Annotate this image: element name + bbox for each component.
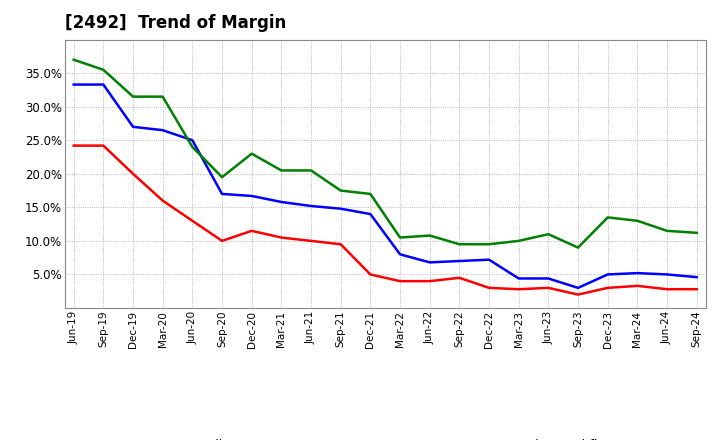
Ordinary Income	[188, 138, 197, 143]
Operating Cashflow	[99, 67, 108, 73]
Operating Cashflow	[158, 94, 167, 99]
Operating Cashflow	[188, 144, 197, 150]
Operating Cashflow	[514, 238, 523, 244]
Operating Cashflow	[366, 191, 374, 197]
Net Income	[603, 285, 612, 290]
Operating Cashflow	[544, 231, 553, 237]
Net Income	[426, 279, 434, 284]
Net Income	[217, 238, 226, 244]
Legend: Ordinary Income, Net Income, Operating Cashflow: Ordinary Income, Net Income, Operating C…	[150, 434, 621, 440]
Net Income	[633, 283, 642, 289]
Ordinary Income	[544, 276, 553, 281]
Operating Cashflow	[277, 168, 286, 173]
Ordinary Income	[426, 260, 434, 265]
Operating Cashflow	[455, 242, 464, 247]
Ordinary Income	[277, 199, 286, 205]
Ordinary Income	[574, 285, 582, 290]
Operating Cashflow	[396, 235, 405, 240]
Net Income	[248, 228, 256, 234]
Net Income	[485, 285, 493, 290]
Net Income	[277, 235, 286, 240]
Ordinary Income	[633, 271, 642, 276]
Ordinary Income	[307, 203, 315, 209]
Operating Cashflow	[574, 245, 582, 250]
Ordinary Income	[455, 258, 464, 264]
Operating Cashflow	[426, 233, 434, 238]
Net Income	[336, 242, 345, 247]
Ordinary Income	[485, 257, 493, 262]
Line: Operating Cashflow: Operating Cashflow	[73, 60, 697, 248]
Net Income	[693, 286, 701, 292]
Net Income	[158, 198, 167, 203]
Net Income	[69, 143, 78, 148]
Ordinary Income	[217, 191, 226, 197]
Ordinary Income	[129, 124, 138, 129]
Net Income	[307, 238, 315, 244]
Line: Net Income: Net Income	[73, 146, 697, 295]
Operating Cashflow	[693, 230, 701, 235]
Operating Cashflow	[217, 175, 226, 180]
Net Income	[129, 171, 138, 176]
Ordinary Income	[603, 272, 612, 277]
Ordinary Income	[396, 252, 405, 257]
Net Income	[514, 286, 523, 292]
Net Income	[366, 272, 374, 277]
Operating Cashflow	[662, 228, 671, 234]
Ordinary Income	[248, 193, 256, 198]
Net Income	[99, 143, 108, 148]
Ordinary Income	[158, 128, 167, 133]
Operating Cashflow	[69, 57, 78, 62]
Ordinary Income	[336, 206, 345, 211]
Ordinary Income	[693, 275, 701, 280]
Net Income	[662, 286, 671, 292]
Operating Cashflow	[603, 215, 612, 220]
Ordinary Income	[99, 82, 108, 87]
Ordinary Income	[366, 211, 374, 216]
Text: [2492]  Trend of Margin: [2492] Trend of Margin	[65, 15, 286, 33]
Line: Ordinary Income: Ordinary Income	[73, 84, 697, 288]
Operating Cashflow	[307, 168, 315, 173]
Net Income	[396, 279, 405, 284]
Net Income	[188, 218, 197, 224]
Ordinary Income	[69, 82, 78, 87]
Net Income	[574, 292, 582, 297]
Operating Cashflow	[633, 218, 642, 224]
Net Income	[455, 275, 464, 280]
Net Income	[544, 285, 553, 290]
Ordinary Income	[514, 276, 523, 281]
Operating Cashflow	[485, 242, 493, 247]
Operating Cashflow	[336, 188, 345, 193]
Ordinary Income	[662, 272, 671, 277]
Operating Cashflow	[129, 94, 138, 99]
Operating Cashflow	[248, 151, 256, 156]
